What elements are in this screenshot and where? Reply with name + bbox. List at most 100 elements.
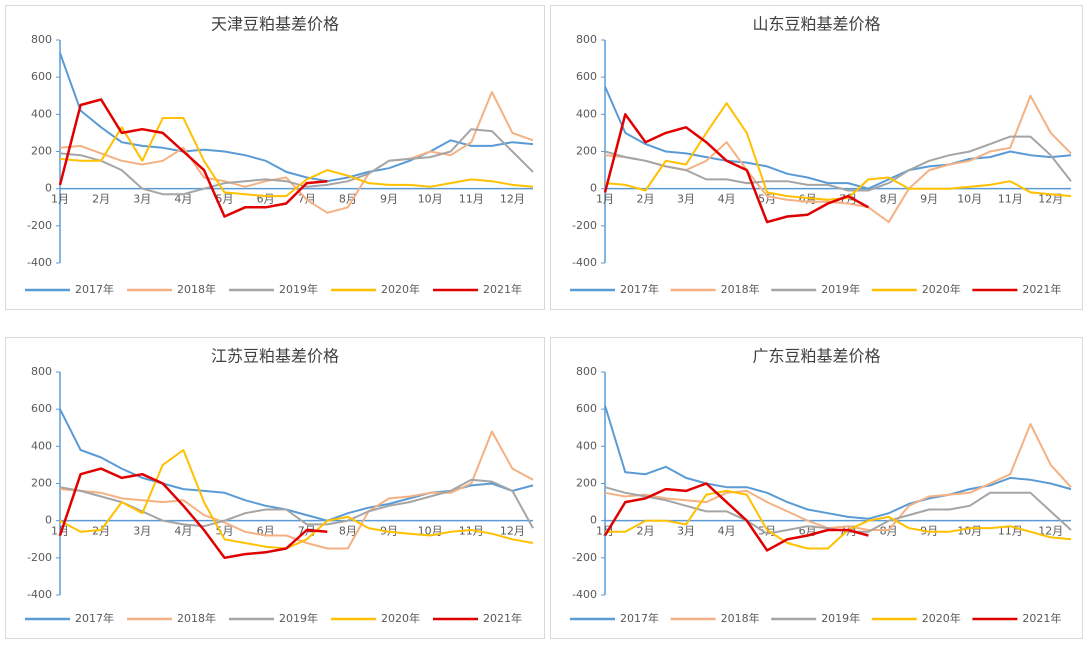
x-tick-label: 3月 [677,525,695,538]
panel-border [550,337,1083,639]
x-tick-label: 3月 [133,193,151,206]
series-line [59,52,534,183]
legend-label: 2021年 [1022,611,1061,625]
y-tick-label: 800 [576,33,597,46]
legend-label: 2017年 [620,611,659,625]
y-tick-label: 200 [31,477,52,490]
legend-label: 2020年 [381,282,420,296]
x-tick-label: 10月 [418,193,443,206]
series-line [59,478,534,529]
x-tick-label: 2月 [637,525,655,538]
y-tick-label: -200 [27,219,52,232]
y-tick-label: -400 [27,588,52,601]
x-tick-label: 10月 [957,193,982,206]
panel-border [5,337,545,639]
x-tick-label: 12月 [1038,525,1063,538]
y-tick-label: 800 [31,33,52,46]
x-tick-label: 2月 [92,525,110,538]
y-tick-label: -400 [572,256,597,269]
series-line [604,423,1072,531]
x-tick-label: 11月 [459,193,484,206]
y-tick-label: -200 [27,551,52,564]
legend-label: 2018年 [721,611,760,625]
x-tick-label: 8月 [880,193,898,206]
legend-label: 2018年 [177,611,216,625]
series-line [604,86,1072,190]
legend-label: 2018年 [177,282,216,296]
x-tick-label: 11月 [998,193,1023,206]
x-tick-label: 3月 [133,525,151,538]
x-tick-label: 8月 [880,525,898,538]
x-tick-label: 4月 [718,525,736,538]
legend-label: 2019年 [821,611,860,625]
x-tick-label: 9月 [380,193,398,206]
x-tick-label: 11月 [459,525,484,538]
x-tick-label: 5月 [216,525,234,538]
chart-title: 山东豆粕基差价格 [752,15,880,34]
y-tick-label: 0 [45,514,52,527]
x-tick-label: 2月 [637,193,655,206]
chart-title: 江苏豆粕基差价格 [211,347,339,366]
series-line [604,405,1072,520]
y-tick-label: 400 [31,107,52,120]
x-tick-label: 5月 [216,193,234,206]
legend-label: 2017年 [75,282,114,296]
x-tick-label: 10月 [957,525,982,538]
series-line [603,113,870,224]
series-line [58,98,328,218]
series-line [603,482,869,552]
y-tick-label: 200 [576,145,597,158]
legend-label: 2017年 [75,611,114,625]
x-tick-label: 12月 [500,525,525,538]
x-tick-label: 3月 [677,193,695,206]
series-line [59,449,534,550]
y-tick-label: 800 [576,365,597,378]
legend-label: 2019年 [821,282,860,296]
series-line [59,408,534,522]
legend-label: 2021年 [483,282,522,296]
x-tick-label: 8月 [339,525,357,538]
y-tick-label: 200 [576,477,597,490]
y-tick-label: -400 [27,256,52,269]
y-tick-label: 400 [576,439,597,452]
y-tick-label: 600 [576,70,597,83]
x-tick-label: 1月 [51,525,69,538]
y-tick-label: 600 [31,70,52,83]
y-tick-label: 400 [31,439,52,452]
series-line [58,467,328,560]
chart-title: 天津豆粕基差价格 [211,15,339,34]
y-tick-label: 600 [576,402,597,415]
series-line [59,117,534,198]
x-tick-label: 1月 [51,193,69,206]
x-tick-label: 4月 [718,193,736,206]
y-tick-label: 600 [31,402,52,415]
legend-label: 2019年 [279,282,318,296]
y-tick-label: 800 [31,365,52,378]
x-tick-label: 12月 [500,193,525,206]
series-line [59,128,534,196]
y-tick-label: 200 [31,145,52,158]
chart-title: 广东豆粕基差价格 [752,347,880,366]
legend-label: 2021年 [1022,282,1061,296]
legend-label: 2020年 [922,611,961,625]
series-line [604,135,1072,192]
legend-label: 2019年 [279,611,318,625]
x-tick-label: 1月 [596,193,614,206]
y-tick-label: 400 [576,107,597,120]
y-tick-label: -200 [572,219,597,232]
y-tick-label: -200 [572,551,597,564]
x-tick-label: 2月 [92,193,110,206]
legend-label: 2018年 [721,282,760,296]
x-tick-label: 8月 [339,193,357,206]
legend-label: 2020年 [922,282,961,296]
x-tick-label: 4月 [174,525,192,538]
legend-label: 2017年 [620,282,659,296]
legend-label: 2021年 [483,611,522,625]
y-tick-label: 0 [590,182,597,195]
y-tick-label: 0 [45,182,52,195]
